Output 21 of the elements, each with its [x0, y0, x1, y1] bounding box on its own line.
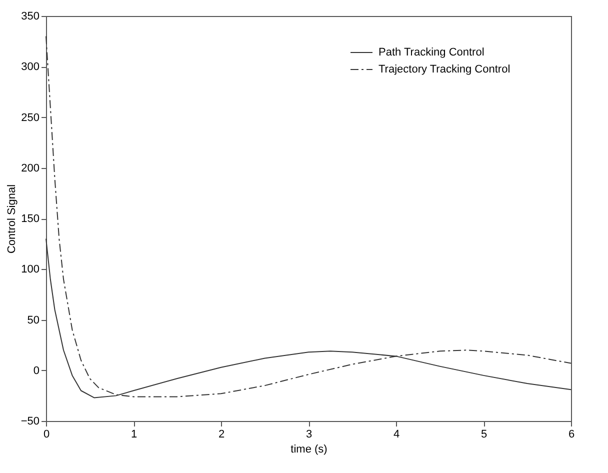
x-tick-label: 5 — [480, 428, 488, 440]
x-tick-label: 3 — [306, 428, 312, 440]
line-series — [46, 36, 572, 398]
y-tick-label: 0 — [33, 364, 40, 377]
y-tick-label: 150 — [21, 213, 40, 225]
y-tick-label: −50 — [20, 416, 40, 428]
x-tick-label: 6 — [568, 428, 575, 440]
x-tick-label: 2 — [218, 428, 225, 440]
y-tick-label: 200 — [21, 162, 40, 174]
x-tick-label: 1 — [130, 428, 138, 440]
y-tick-label: 300 — [21, 61, 40, 74]
y-tick-label: 250 — [21, 112, 40, 124]
x-axis-title: time (s) — [290, 444, 328, 456]
x-tick-label: 0 — [43, 428, 50, 440]
x-tick-label: 4 — [393, 428, 400, 440]
y-tick-label: 350 — [21, 10, 40, 22]
legend-label: Path Tracking Control — [378, 46, 484, 58]
y-axis-title: Control Signal — [6, 184, 18, 254]
y-tick-label: 50 — [27, 314, 40, 326]
legend-label: Trajectory Tracking Control — [378, 63, 510, 76]
y-tick-label: 100 — [21, 264, 40, 276]
